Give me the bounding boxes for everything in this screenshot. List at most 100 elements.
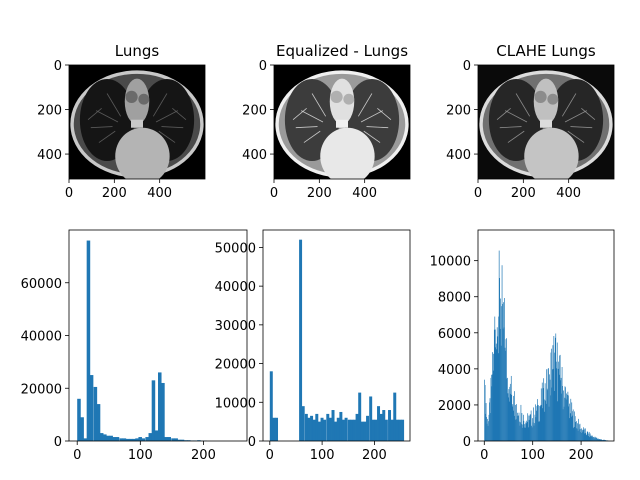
y-tick-label: 40000 (215, 280, 256, 295)
histogram-bar (565, 387, 566, 441)
y-tick-label: 400 (446, 148, 471, 163)
histogram-bar (532, 418, 533, 441)
histogram-bar (523, 414, 524, 441)
histogram-bar (574, 411, 575, 441)
histogram-bar (487, 425, 489, 441)
histogram-bar (495, 347, 497, 441)
histogram-bar (508, 389, 510, 441)
histogram-bar (489, 398, 491, 441)
histogram-bar (310, 415, 314, 441)
histogram-bar (521, 424, 522, 441)
histogram-bar (604, 440, 606, 441)
histogram-bar (528, 427, 530, 441)
histogram-bars (77, 240, 207, 441)
histogram-bar (540, 404, 542, 441)
histogram-bar (525, 420, 527, 441)
histogram-bar (534, 423, 535, 441)
histogram-bar (500, 298, 501, 441)
histogram-bar (597, 439, 599, 441)
y-tick-label: 2000 (438, 399, 471, 414)
histogram-bar (578, 424, 580, 441)
histogram-bar (598, 439, 600, 441)
histogram-bar (576, 428, 578, 441)
histogram-bar (488, 414, 490, 441)
histogram-bar (574, 416, 576, 441)
axes-frame (68, 64, 206, 180)
mediastinum (533, 78, 559, 125)
histogram-bar (550, 395, 551, 441)
histogram-bar (509, 386, 511, 441)
histogram-bar (513, 415, 515, 441)
histogram-bar (554, 352, 556, 441)
histogram-bar (379, 413, 383, 441)
histogram-bar (564, 397, 565, 441)
histogram-bar (562, 385, 563, 441)
histogram-bar (563, 390, 564, 441)
y-tick-label: 0 (54, 59, 62, 74)
histogram-bar (513, 395, 515, 441)
histogram-bar (591, 436, 592, 441)
histogram-bar (145, 437, 149, 441)
histogram-bar (498, 316, 500, 441)
histogram-bar (491, 374, 492, 441)
histogram-bar (331, 410, 335, 441)
histogram-bar (519, 425, 521, 441)
histogram-bar (599, 439, 601, 441)
histogram-bar (592, 435, 593, 441)
y-tick-label: 40000 (21, 330, 62, 345)
histogram-bar (564, 386, 566, 441)
histogram-bar (584, 428, 586, 441)
aorta (534, 90, 547, 104)
histogram-bar (486, 417, 487, 441)
histogram-bar (496, 327, 498, 441)
histogram-bar (328, 417, 332, 441)
histogram-bar (590, 436, 591, 441)
histogram-bar (492, 374, 494, 441)
histogram-bar (503, 327, 505, 441)
histogram-bar (511, 406, 513, 441)
histogram-bar (317, 421, 321, 441)
y-tick-label: 20000 (21, 382, 62, 397)
histogram-bar (543, 378, 545, 441)
histogram-bar (588, 436, 590, 441)
y-tick-label: 0 (248, 435, 256, 450)
histogram-bar (323, 419, 327, 441)
histogram-bar (363, 421, 367, 441)
histogram-bar (307, 417, 311, 441)
histogram-bar (301, 406, 305, 441)
histogram-bar (138, 437, 142, 441)
x-tick-label: 100 (128, 448, 153, 463)
y-tick-label: 4000 (438, 363, 471, 378)
histogram-bar (164, 437, 168, 441)
histogram-bar (485, 403, 487, 441)
histogram-bar (499, 278, 500, 441)
histogram-bar (529, 414, 531, 441)
y-tick-label: 8000 (438, 291, 471, 306)
histogram-bar (580, 429, 582, 441)
histogram-bar (374, 419, 378, 441)
y-tick-label: 10000 (215, 396, 256, 411)
histogram-bar (401, 419, 405, 441)
histogram-bar (603, 439, 605, 441)
spine (336, 119, 348, 128)
y-tick-label: 10000 (430, 255, 471, 270)
heart (320, 127, 375, 179)
histogram-bar (506, 378, 508, 441)
histogram-bar (555, 333, 557, 441)
histogram-bar (486, 423, 488, 441)
histogram-bar (537, 404, 539, 441)
histogram-bar (514, 391, 515, 441)
histogram-bar (503, 302, 504, 441)
histogram-bar (581, 432, 583, 441)
histogram-bar (497, 353, 499, 441)
histogram-bar (527, 413, 529, 441)
histogram-bar (125, 438, 130, 441)
histogram-bar (177, 439, 182, 441)
histogram-bar (494, 329, 496, 441)
histogram-bar (533, 407, 534, 441)
histogram-bar (534, 414, 536, 441)
histogram-bar (527, 415, 529, 441)
histogram-bar (591, 437, 593, 441)
histogram-bar (390, 419, 394, 441)
